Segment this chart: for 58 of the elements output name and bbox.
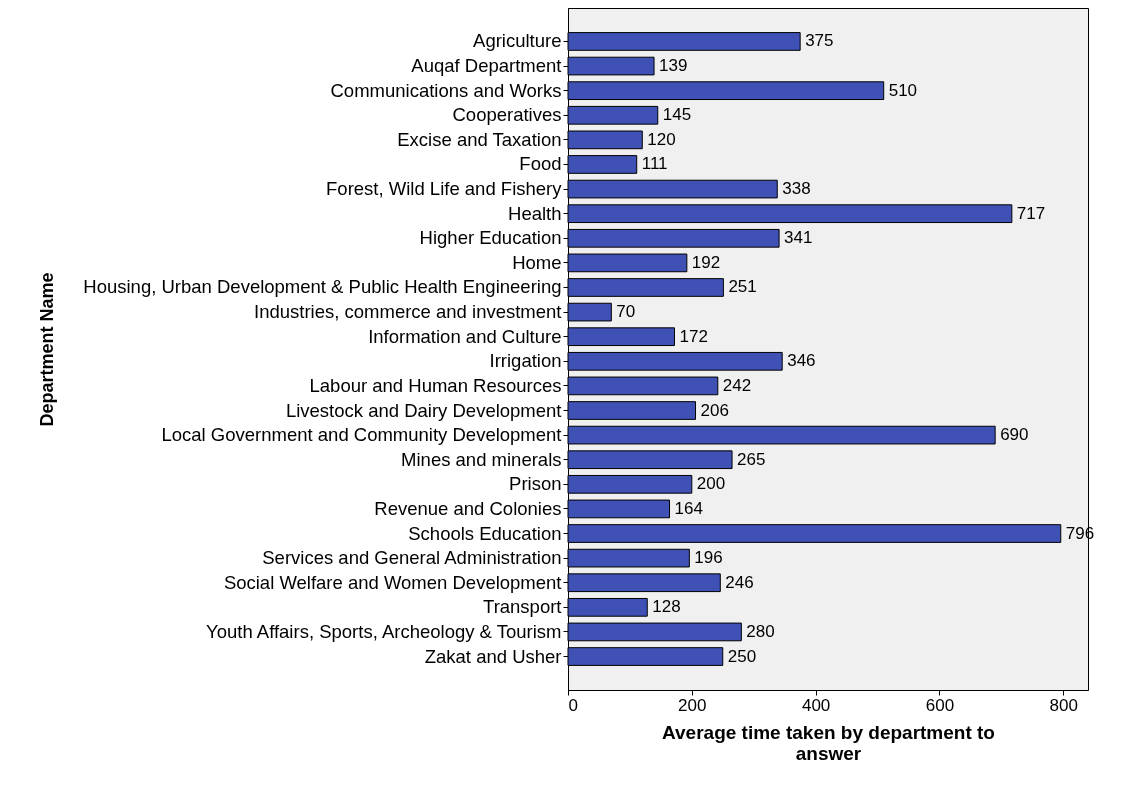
data-label: 111: [641, 154, 668, 174]
y-tick-label: Local Government and Community Development: [161, 424, 562, 446]
y-tick-label: Labour and Human Resources: [309, 374, 562, 396]
data-label: 341: [784, 228, 813, 248]
x-tick-label: 0: [568, 695, 578, 715]
y-tick-label: Industries, commerce and investment: [254, 301, 562, 323]
data-label: 242: [722, 375, 752, 395]
y-tick-label: Food: [519, 153, 562, 175]
data-label: 251: [728, 277, 757, 297]
y-tick-label: Forest, Wild Life and Fishery: [326, 178, 563, 200]
y-tick-label: Livestock and Dairy Development: [285, 399, 562, 421]
y-tick-label: Zakat and Usher: [424, 645, 562, 667]
y-tick-label: Health: [508, 202, 562, 224]
data-label: 164: [674, 498, 703, 518]
x-axis-title: Average time taken by department to answer: [662, 721, 995, 764]
data-label: 206: [700, 400, 729, 420]
y-tick-label: Mines and minerals: [401, 448, 562, 470]
data-label: 346: [787, 351, 816, 371]
y-tick-label: Youth Affairs, Sports, Archeology & Tourism: [206, 620, 562, 642]
data-label: 265: [737, 449, 766, 469]
y-tick-label: Revenue and Colonies: [374, 497, 562, 519]
data-label: 139: [659, 56, 688, 76]
y-tick-label: Prison: [509, 473, 562, 495]
y-tick-label: Services and General Administration: [262, 547, 562, 569]
data-label: 280: [746, 621, 775, 641]
data-label: 196: [694, 548, 723, 568]
y-tick-label: Auqaf Department: [411, 55, 562, 77]
y-tick-label: Information and Culture: [368, 325, 562, 347]
y-tick-label: Communications and Works: [330, 79, 562, 101]
data-label: 375: [805, 31, 834, 51]
data-label: 510: [888, 80, 918, 100]
data-label: 172: [679, 326, 708, 346]
y-tick-label: Excise and Taxation: [397, 128, 562, 150]
data-label: 717: [1016, 203, 1046, 223]
y-axis-title: Department Name: [36, 272, 57, 427]
data-label: 690: [1000, 425, 1029, 445]
data-label: 192: [691, 252, 721, 272]
y-tick-label: Cooperatives: [452, 104, 562, 126]
data-label: 200: [696, 474, 726, 494]
x-tick-label: 200: [678, 695, 707, 715]
y-tick-label: Home: [512, 251, 562, 273]
data-label: 70: [616, 302, 636, 322]
data-label: 250: [727, 646, 757, 666]
y-tick-label: Agriculture: [473, 30, 562, 52]
y-tick-label: Transport: [483, 596, 562, 618]
data-label: 246: [725, 572, 754, 592]
data-label: 128: [652, 597, 681, 617]
x-tick-label: 600: [925, 695, 955, 715]
y-tick-label: Schools Education: [408, 522, 562, 544]
data-label: 338: [782, 179, 811, 199]
x-tick-label: 400: [801, 695, 831, 715]
y-tick-label: Higher Education: [419, 227, 562, 249]
y-tick-label: Housing, Urban Development & Public Health Engineering: [83, 276, 562, 298]
data-label: 145: [662, 105, 692, 125]
y-tick-label: Irrigation: [489, 350, 562, 372]
y-tick-label: Social Welfare and Women Development: [223, 571, 562, 593]
data-label: 120: [647, 129, 676, 149]
x-tick-label: 800: [1049, 695, 1078, 715]
